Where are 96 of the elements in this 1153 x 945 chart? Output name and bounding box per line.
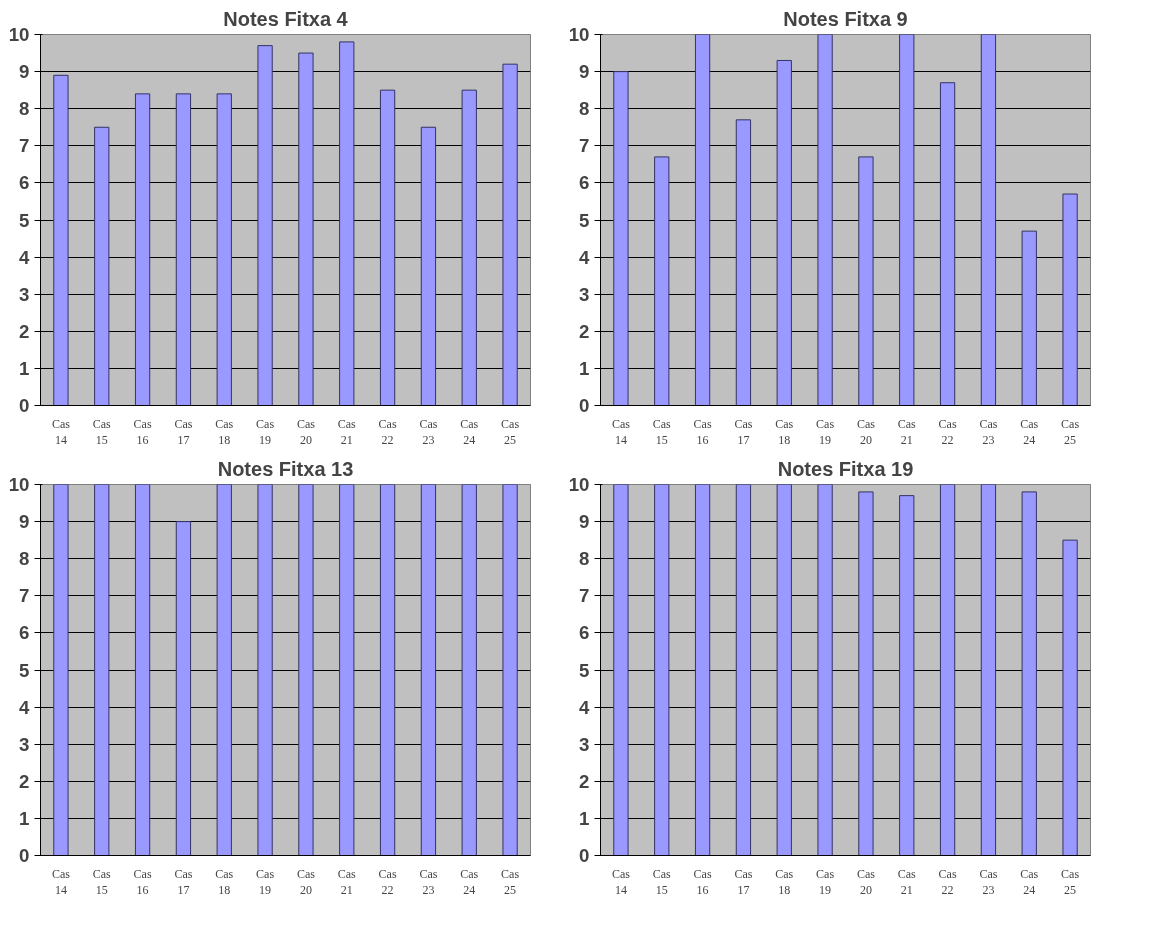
- y-tick-label: 5: [19, 209, 30, 231]
- y-tick-label: 4: [19, 246, 31, 268]
- x-tick-label: Cas 15: [652, 416, 672, 448]
- y-tick-label: 7: [19, 585, 30, 607]
- y-tick-label: 4: [19, 696, 31, 718]
- y-tick-label: 0: [579, 395, 590, 416]
- y-tick-label: 7: [579, 135, 590, 157]
- y-tick-label: 9: [579, 511, 590, 533]
- x-tick-label: Cas 15: [652, 866, 672, 898]
- chart-title: Notes Fitxa 19: [777, 457, 914, 480]
- y-tick-label: 2: [579, 770, 590, 792]
- x-tick-label: Cas 17: [174, 866, 193, 898]
- y-tick-label: 2: [579, 320, 590, 342]
- y-tick-label: 8: [579, 548, 590, 570]
- x-tick-label: Cas 23: [979, 866, 998, 898]
- x-tick-label: Cas 19: [256, 416, 275, 448]
- x-tick-label: Cas 21: [897, 866, 917, 898]
- y-tick-label: 8: [579, 98, 590, 120]
- y-tick-label: 6: [579, 622, 590, 644]
- x-tick-label: Cas 22: [378, 416, 397, 448]
- y-tick-label: 7: [19, 135, 30, 157]
- y-tick-label: 4: [579, 696, 591, 718]
- y-tick-label: 5: [579, 659, 590, 681]
- x-tick-label: Cas 21: [337, 416, 357, 448]
- x-tick-label: Cas 15: [92, 866, 112, 898]
- x-tick-label: Cas 17: [734, 416, 753, 448]
- x-tick-label: Cas 22: [378, 866, 397, 898]
- y-tick-label: 2: [19, 770, 30, 792]
- x-tick-label: Cas 18: [215, 866, 234, 898]
- chart-title: Notes Fitxa 9: [783, 7, 908, 30]
- y-tick-label: 3: [19, 283, 30, 305]
- x-tick-label: Cas 25: [1061, 416, 1080, 448]
- x-tick-label: Cas 14: [611, 866, 631, 898]
- chart-title: Notes Fitxa 13: [217, 457, 354, 480]
- x-tick-label: Cas 16: [693, 416, 712, 448]
- x-tick-label: Cas 14: [611, 416, 631, 448]
- x-tick-label: Cas 23: [419, 866, 438, 898]
- x-tick-label: Cas 17: [174, 416, 193, 448]
- chart-title: Notes Fitxa 4: [223, 7, 349, 30]
- x-tick-label: Cas 20: [856, 416, 876, 448]
- x-tick-label: Cas 14: [51, 416, 71, 448]
- y-tick-label: 9: [19, 511, 30, 533]
- y-tick-label: 8: [19, 98, 30, 120]
- x-tick-label: Cas 14: [51, 866, 71, 898]
- x-tick-label: Cas 23: [419, 416, 438, 448]
- x-tick-label: Cas 20: [296, 866, 316, 898]
- x-tick-label: Cas 25: [1061, 866, 1080, 898]
- x-tick-label: Cas 24: [1020, 416, 1039, 448]
- x-tick-label: Cas 24: [460, 866, 479, 898]
- y-tick-label: 1: [579, 357, 590, 379]
- y-tick-label: 10: [8, 24, 30, 45]
- y-tick-label: 0: [19, 845, 30, 866]
- y-tick-label: 6: [19, 172, 30, 194]
- x-tick-label: Cas 21: [897, 416, 917, 448]
- x-tick-label: Cas 20: [856, 866, 876, 898]
- y-tick-label: 7: [579, 585, 590, 607]
- y-tick-label: 5: [19, 659, 30, 681]
- y-tick-label: 6: [19, 622, 30, 644]
- x-tick-label: Cas 22: [938, 416, 957, 448]
- x-tick-label: Cas 16: [133, 866, 152, 898]
- y-tick-label: 10: [8, 474, 30, 495]
- y-tick-label: 3: [19, 733, 30, 755]
- x-tick-label: Cas 18: [215, 416, 234, 448]
- y-tick-label: 1: [19, 357, 30, 379]
- x-tick-label: Cas 16: [693, 866, 712, 898]
- x-tick-label: Cas 15: [92, 416, 112, 448]
- x-tick-label: Cas 18: [775, 416, 794, 448]
- x-tick-label: Cas 19: [256, 866, 275, 898]
- y-tick-label: 0: [19, 395, 30, 416]
- x-tick-label: Cas 18: [775, 866, 794, 898]
- x-tick-label: Cas 25: [501, 416, 520, 448]
- x-tick-label: Cas 17: [734, 866, 753, 898]
- x-tick-label: Cas 24: [1020, 866, 1039, 898]
- y-tick-label: 10: [568, 24, 590, 45]
- x-tick-label: Cas 24: [460, 416, 479, 448]
- y-tick-label: 9: [19, 61, 30, 83]
- y-tick-label: 3: [579, 283, 590, 305]
- y-tick-label: 5: [579, 209, 590, 231]
- y-tick-label: 8: [19, 548, 30, 570]
- y-tick-label: 9: [579, 61, 590, 83]
- y-tick-label: 1: [579, 807, 590, 829]
- x-tick-label: Cas 22: [938, 866, 957, 898]
- x-tick-label: Cas 19: [816, 866, 835, 898]
- x-tick-label: Cas 25: [501, 866, 520, 898]
- y-tick-label: 0: [579, 845, 590, 866]
- y-tick-label: 2: [19, 320, 30, 342]
- x-tick-label: Cas 16: [133, 416, 152, 448]
- y-tick-label: 3: [579, 733, 590, 755]
- y-tick-label: 6: [579, 172, 590, 194]
- x-tick-label: Cas 20: [296, 416, 316, 448]
- y-tick-label: 10: [568, 474, 590, 495]
- y-tick-label: 1: [19, 807, 30, 829]
- x-tick-label: Cas 19: [816, 416, 835, 448]
- x-tick-label: Cas 21: [337, 866, 357, 898]
- y-tick-label: 4: [579, 246, 591, 268]
- x-tick-label: Cas 23: [979, 416, 998, 448]
